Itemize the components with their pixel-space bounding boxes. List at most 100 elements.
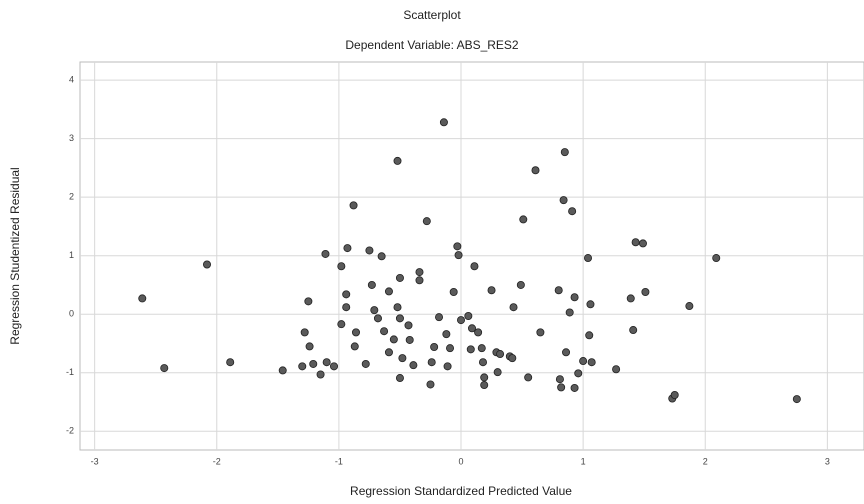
- point: [443, 331, 450, 338]
- point: [380, 328, 387, 335]
- point: [455, 252, 462, 259]
- point: [532, 167, 539, 174]
- point: [431, 343, 438, 350]
- point: [446, 345, 453, 352]
- point: [416, 277, 423, 284]
- point: [366, 247, 373, 254]
- point: [481, 374, 488, 381]
- chart-title: Scatterplot: [403, 8, 461, 22]
- point: [227, 359, 234, 366]
- point: [161, 364, 168, 371]
- y-axis-label: Regression Studentized Residual: [8, 167, 22, 344]
- point: [584, 254, 591, 261]
- point: [423, 218, 430, 225]
- point: [575, 370, 582, 377]
- y-tick-label: 3: [69, 133, 74, 143]
- point: [306, 343, 313, 350]
- point: [427, 381, 434, 388]
- point: [390, 336, 397, 343]
- point: [139, 295, 146, 302]
- point: [686, 302, 693, 309]
- point: [627, 295, 634, 302]
- point: [410, 362, 417, 369]
- point: [351, 343, 358, 350]
- point: [374, 315, 381, 322]
- point: [569, 208, 576, 215]
- point: [394, 304, 401, 311]
- point: [642, 288, 649, 295]
- point: [428, 359, 435, 366]
- point: [632, 239, 639, 246]
- point: [510, 304, 517, 311]
- point: [471, 263, 478, 270]
- point: [301, 329, 308, 336]
- point: [562, 349, 569, 356]
- point: [630, 326, 637, 333]
- point: [571, 294, 578, 301]
- y-tick-label: -1: [66, 367, 74, 377]
- point: [385, 288, 392, 295]
- point: [305, 298, 312, 305]
- point: [338, 263, 345, 270]
- point: [371, 307, 378, 314]
- point: [537, 329, 544, 336]
- point: [330, 363, 337, 370]
- point: [639, 240, 646, 247]
- x-tick-label: 3: [825, 456, 830, 466]
- point: [416, 268, 423, 275]
- point: [203, 261, 210, 268]
- point: [368, 281, 375, 288]
- point: [406, 336, 413, 343]
- point: [338, 321, 345, 328]
- point: [580, 357, 587, 364]
- y-tick-label: -2: [66, 426, 74, 436]
- point: [279, 367, 286, 374]
- point: [344, 244, 351, 251]
- point: [713, 254, 720, 261]
- point: [396, 315, 403, 322]
- point: [481, 381, 488, 388]
- point: [520, 216, 527, 223]
- x-axis-label: Regression Standardized Predicted Value: [350, 484, 572, 498]
- point: [394, 157, 401, 164]
- point: [494, 369, 501, 376]
- point: [671, 391, 678, 398]
- point: [525, 374, 532, 381]
- point: [299, 363, 306, 370]
- point: [405, 322, 412, 329]
- point: [488, 287, 495, 294]
- point: [362, 360, 369, 367]
- point: [399, 355, 406, 362]
- point: [556, 376, 563, 383]
- point: [457, 316, 464, 323]
- y-tick-label: 1: [69, 250, 74, 260]
- point: [350, 202, 357, 209]
- point: [322, 250, 329, 257]
- point: [450, 288, 457, 295]
- x-tick-label: 1: [581, 456, 586, 466]
- point: [352, 329, 359, 336]
- y-tick-label: 0: [69, 309, 74, 319]
- x-tick-label: -1: [335, 456, 343, 466]
- point: [378, 253, 385, 260]
- x-tick-label: 0: [459, 456, 464, 466]
- point: [440, 119, 447, 126]
- point: [561, 149, 568, 156]
- point: [323, 359, 330, 366]
- point: [465, 312, 472, 319]
- point: [496, 350, 503, 357]
- point: [612, 366, 619, 373]
- chart: Scatterplot Dependent Variable: ABS_RES2…: [0, 0, 864, 504]
- point: [588, 359, 595, 366]
- point: [467, 346, 474, 353]
- point: [560, 197, 567, 204]
- point: [479, 359, 486, 366]
- point: [475, 329, 482, 336]
- point: [566, 309, 573, 316]
- point: [571, 384, 578, 391]
- point: [396, 274, 403, 281]
- point: [558, 384, 565, 391]
- point: [343, 304, 350, 311]
- point: [310, 360, 317, 367]
- point: [385, 349, 392, 356]
